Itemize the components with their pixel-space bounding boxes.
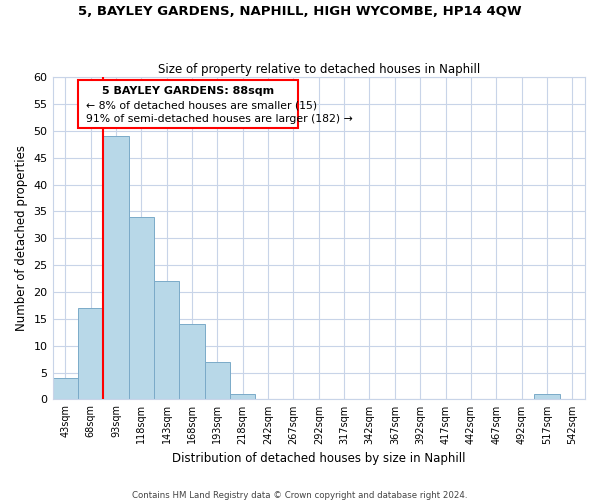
Bar [154, 282, 179, 400]
Text: 5 BAYLEY GARDENS: 88sqm: 5 BAYLEY GARDENS: 88sqm [102, 86, 274, 96]
Text: Contains HM Land Registry data © Crown copyright and database right 2024.: Contains HM Land Registry data © Crown c… [132, 490, 468, 500]
Bar [179, 324, 205, 400]
X-axis label: Distribution of detached houses by size in Naphill: Distribution of detached houses by size … [172, 452, 466, 465]
Bar [53, 378, 78, 400]
Title: Size of property relative to detached houses in Naphill: Size of property relative to detached ho… [158, 63, 480, 76]
Bar [78, 80, 298, 128]
Bar [103, 136, 128, 400]
Bar [128, 217, 154, 400]
Y-axis label: Number of detached properties: Number of detached properties [15, 146, 28, 332]
Bar [534, 394, 560, 400]
Bar [230, 394, 256, 400]
Bar [78, 308, 103, 400]
Bar [205, 362, 230, 400]
Text: 91% of semi-detached houses are larger (182) →: 91% of semi-detached houses are larger (… [86, 114, 352, 124]
Text: 5, BAYLEY GARDENS, NAPHILL, HIGH WYCOMBE, HP14 4QW: 5, BAYLEY GARDENS, NAPHILL, HIGH WYCOMBE… [78, 5, 522, 18]
Text: ← 8% of detached houses are smaller (15): ← 8% of detached houses are smaller (15) [86, 100, 317, 110]
